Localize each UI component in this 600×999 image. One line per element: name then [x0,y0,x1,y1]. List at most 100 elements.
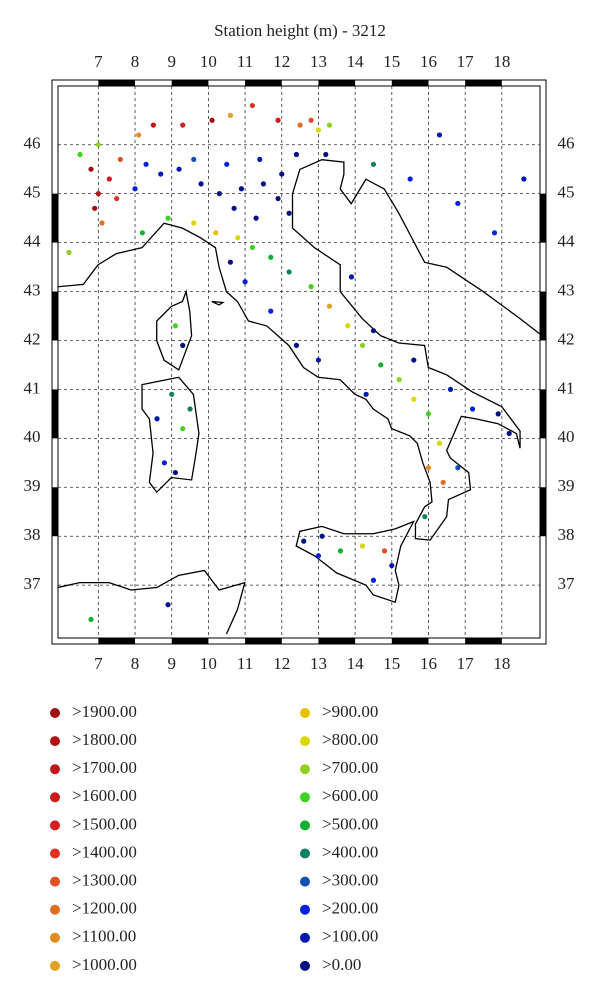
x-tick-label-bottom: 10 [200,654,217,673]
x-tick-label-bottom: 16 [420,654,437,673]
frame-bar [52,193,58,243]
station-dot [249,244,256,251]
station-dot [370,161,377,167]
y-tick-label-right: 40 [558,427,575,446]
coastline-italy [58,160,542,540]
station-dot [132,186,138,192]
x-tick-label-top: 15 [383,52,400,71]
station-dot [411,357,417,363]
station-dot [308,117,314,123]
station-dot [253,215,259,221]
legend-swatch [300,848,310,859]
station-dot [436,440,443,446]
legend-swatch [50,904,60,915]
station-dot [370,328,377,334]
coastlines [58,160,542,634]
station-dot [323,151,329,158]
station-dot [114,195,120,202]
frame-bar [540,389,546,439]
legend-swatch [300,792,310,803]
station-dot [235,235,241,241]
station-dot [169,391,175,397]
frame-bar [52,389,58,439]
station-dot [407,176,413,182]
station-dot [268,308,274,314]
station-dot [139,230,145,236]
station-dot [213,230,219,236]
station-dot [440,479,446,485]
frame-bar [171,80,209,86]
station-dot [117,156,123,163]
station-dot [521,176,527,182]
legend-label: >300.00 [322,871,378,890]
station-dot [381,548,388,554]
station-dot [389,562,395,569]
station-dot [180,122,186,128]
x-tick-label-bottom: 9 [167,654,176,673]
station-dot [227,259,234,265]
station-dot [425,465,432,471]
station-dot [198,181,204,187]
legend-swatch [300,764,310,775]
frame-bar [52,487,58,537]
x-tick-label-top: 18 [493,52,510,71]
station-dot [348,274,355,280]
frame-bar [245,638,282,644]
station-dot [422,514,428,520]
map-area [58,102,542,634]
legend-swatch [300,876,310,887]
station-dot [326,122,333,128]
station-dot [99,220,105,226]
frame-bar [465,80,502,86]
coastline-corsica [157,292,192,370]
legend-label: >200.00 [322,899,378,918]
station-dot [319,533,325,539]
station-dot [136,132,142,138]
legend-swatch [50,820,60,831]
station-dot [88,166,94,172]
inner-frame [57,85,541,639]
station-dot [158,171,164,177]
map-title: Station height (m) - 3212 [214,21,386,40]
legend-swatch [50,960,60,971]
legend-swatch [50,792,60,803]
x-tick-label-top: 7 [94,52,103,71]
y-tick-label-left: 41 [24,378,41,397]
station-dot [447,386,454,393]
frame-bar [245,80,282,86]
station-dot [224,161,230,167]
legend-label: >900.00 [322,702,378,721]
station-dot [378,362,384,368]
x-tick-label-top: 9 [167,52,176,71]
legend: >1900.00 >1800.00 >1700.00 >1600.00 >1500.00… [50,702,378,974]
station-dot [180,425,186,432]
legend-swatch [50,848,60,859]
y-tick-label-left: 45 [24,183,41,202]
y-tick-label-left: 46 [24,134,41,153]
station-dot [66,249,72,255]
x-tick-label-top: 14 [347,52,365,71]
frame-bar [52,291,58,341]
coastline-africa [58,570,245,634]
station-dot [286,269,292,275]
station-dot [359,342,366,348]
station-dot [154,416,160,422]
station-dot [308,284,314,290]
legend-label: >100.00 [322,927,378,946]
station-dot [176,166,182,172]
legend-label: >1400.00 [72,842,137,861]
x-tick-label-bottom: 17 [457,654,475,673]
station-dot [491,230,498,236]
station-dot [425,411,432,417]
station-dot [106,176,112,182]
frame-bar [540,487,546,537]
x-tick-label-top: 16 [420,52,437,71]
y-tick-label-left: 37 [24,574,42,593]
station-dot [180,342,186,348]
station-dot [297,122,303,128]
station-dot [411,396,417,402]
station-dot [150,122,156,128]
legend-label: >1500.00 [72,814,137,833]
frame-bar [540,291,546,341]
station-dot [191,220,197,226]
